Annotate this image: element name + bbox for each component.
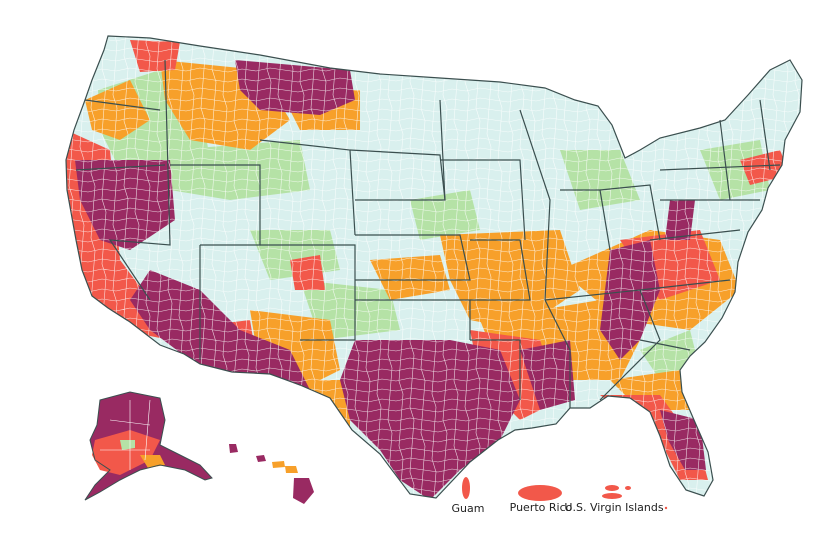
state-borders (65, 35, 803, 499)
puerto-rico-label: Puerto Rico (510, 501, 573, 514)
usvi-shape-4 (664, 506, 668, 510)
puerto-rico-shape (518, 485, 562, 501)
usvi-label: U.S. Virgin Islands (564, 501, 663, 514)
guam-label: Guam (452, 502, 485, 515)
very-high-level-areas (75, 60, 706, 498)
usvi-shape-1 (605, 485, 619, 491)
guam-shape (462, 477, 470, 499)
territories: Guam Puerto Rico U.S. Virgin Islands (452, 477, 668, 515)
hawaii-region (229, 444, 314, 504)
alaska-region (84, 391, 213, 501)
usvi-shape-2 (602, 493, 622, 499)
usvi-shape-3 (625, 486, 631, 490)
